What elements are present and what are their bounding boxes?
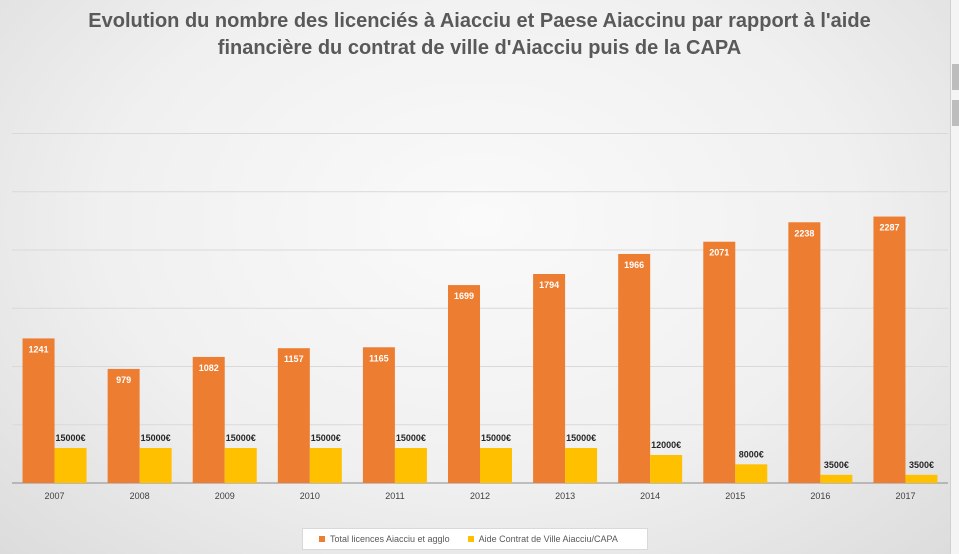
bars-group [22,216,938,483]
data-label-licences-2013: 1794 [539,280,559,290]
data-label-licences-2012: 1699 [454,291,474,301]
bar-aide-2017 [905,474,938,483]
bar-aide-2008 [139,448,172,483]
data-label-aide-2008: 15000€ [141,433,171,443]
data-label-aide-2010: 15000€ [311,433,341,443]
x-tick-label-2017: 2017 [895,491,915,501]
bar-licences-2013 [533,273,566,483]
window-edge-control [952,64,959,90]
bar-aide-2013 [565,448,598,483]
x-tick-labels-group: 2007 2008 2009 2010 2011 2012 2013 2014 2015 2016… [45,491,916,501]
data-label-licences-2016: 2238 [794,228,814,238]
bar-aide-2009 [224,448,257,483]
bar-aide-2015 [735,464,768,483]
data-label-aide-2015: 8000€ [739,449,764,459]
bar-aide-2010 [309,448,342,483]
bar-aide-2011 [394,448,427,483]
bar-licences-2011 [362,347,395,483]
data-label-aide-2016: 3500€ [824,460,849,470]
legend-swatch-aide [467,536,474,542]
data-label-aide-2011: 15000€ [396,433,426,443]
x-tick-label-2013: 2013 [555,491,575,501]
x-tick-label-2012: 2012 [470,491,490,501]
data-label-licences-2015: 2071 [709,248,729,258]
legend-item-aide: Aide Contrat de Ville Aiacciu/CAPA [467,534,618,544]
data-label-licences-2008: 979 [116,375,131,385]
x-tick-label-2015: 2015 [725,491,745,501]
bar-licences-2015 [703,241,736,483]
bar-licences-2017 [873,216,906,483]
chart-title: Evolution du nombre des licenciés à Aiac… [0,8,959,62]
data-labels-group: 1241 15000€ 979 15000€ 1082 15000€ 1157 15000€ 1… [29,223,934,470]
bar-aide-2012 [480,448,512,483]
chart-title-line-2: financière du contrat de ville d'Aiacciu… [217,37,742,59]
legend-swatch-licences [319,536,325,542]
chart-title-line-1: Evolution du nombre des licenciés à Aiac… [88,10,871,32]
data-label-aide-2012: 15000€ [481,433,511,443]
bar-aide-2007 [54,448,87,483]
data-label-aide-2009: 15000€ [226,433,256,443]
x-tick-label-2016: 2016 [810,491,830,501]
data-label-licences-2007: 1241 [29,344,49,354]
legend-label-licences: Total licences Aiacciu et agglo [330,534,450,544]
x-tick-label-2009: 2009 [215,491,235,501]
bar-licences-2008 [107,368,140,483]
bar-licences-2009 [192,356,225,483]
data-label-licences-2014: 1966 [624,260,644,270]
bar-licences-2014 [618,253,651,483]
window-edge-control [952,100,959,126]
x-tick-label-2014: 2014 [640,491,660,501]
bar-aide-2014 [650,455,683,483]
data-label-aide-2014: 12000€ [651,440,681,450]
data-label-licences-2011: 1165 [369,353,389,363]
bar-licences-2016 [788,222,821,483]
data-label-aide-2017: 3500€ [909,460,934,470]
data-label-aide-2013: 15000€ [566,433,596,443]
x-tick-label-2011: 2011 [385,491,404,501]
window-right-edge [950,0,959,554]
legend-label-aide: Aide Contrat de Ville Aiacciu/CAPA [478,534,618,544]
bar-licences-2010 [277,348,310,483]
bar-licences-2012 [448,285,480,483]
data-label-licences-2010: 1157 [284,354,304,364]
bar-licences-2007 [22,338,55,483]
x-tick-label-2010: 2010 [300,491,320,501]
x-tick-label-2007: 2007 [45,491,65,501]
data-label-licences-2009: 1082 [199,363,219,373]
data-label-licences-2017: 2287 [879,223,899,233]
x-tick-label-2008: 2008 [130,491,150,501]
legend-item-licences: Total licences Aiacciu et agglo [319,534,450,544]
bar-aide-2016 [820,474,853,483]
data-label-aide-2007: 15000€ [56,433,86,443]
chart-legend: Total licences Aiacciu et agglo Aide Con… [302,528,648,550]
